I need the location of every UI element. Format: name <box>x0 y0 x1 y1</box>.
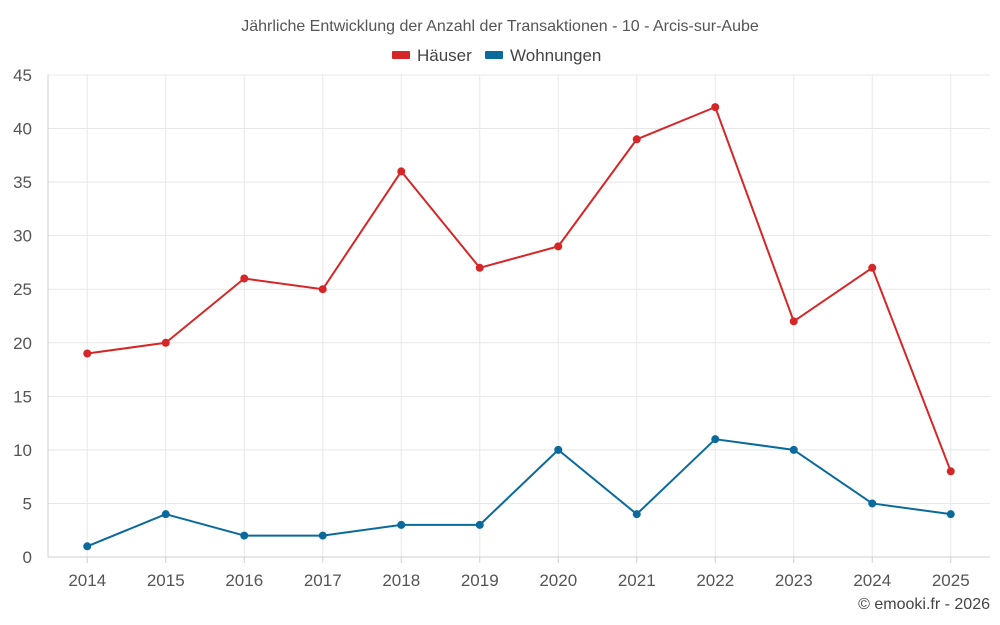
data-point-haeuser[interactable] <box>83 349 92 358</box>
data-point-wohnungen[interactable] <box>946 510 955 519</box>
x-tick-label: 2017 <box>304 571 342 590</box>
series-line-wohnungen <box>86 438 951 548</box>
x-tick-label: 2021 <box>618 571 656 590</box>
x-tick-label: 2023 <box>775 571 813 590</box>
legend-item-haeuser[interactable]: Häuser <box>392 46 472 65</box>
credit-text: © emooki.fr - 2026 <box>858 596 990 613</box>
data-point-haeuser[interactable] <box>161 338 170 347</box>
data-point-wohnungen[interactable] <box>83 542 92 551</box>
data-point-haeuser[interactable] <box>318 285 327 294</box>
y-tick-label: 0 <box>23 548 32 567</box>
data-point-haeuser[interactable] <box>868 263 877 272</box>
data-point-haeuser[interactable] <box>632 135 641 144</box>
x-tick-label: 2025 <box>932 571 970 590</box>
data-point-haeuser[interactable] <box>475 263 484 272</box>
data-point-haeuser[interactable] <box>789 317 798 326</box>
data-point-wohnungen[interactable] <box>475 520 484 529</box>
legend: Häuser Wohnungen <box>392 46 601 65</box>
grid <box>48 74 990 557</box>
x-tick-label: 2019 <box>461 571 499 590</box>
data-point-wohnungen[interactable] <box>318 531 327 540</box>
series-line-haeuser <box>87 106 952 472</box>
y-tick-label: 45 <box>13 66 32 85</box>
x-tick-label: 2015 <box>147 571 185 590</box>
y-tick-label: 40 <box>13 120 32 139</box>
data-point-wohnungen[interactable] <box>240 531 249 540</box>
y-tick-label: 10 <box>13 441 32 460</box>
data-point-haeuser[interactable] <box>554 242 563 251</box>
data-point-wohnungen[interactable] <box>397 520 406 529</box>
data-point-wohnungen[interactable] <box>868 499 877 508</box>
x-tick-label: 2024 <box>853 571 891 590</box>
data-point-wohnungen[interactable] <box>161 510 170 519</box>
legend-item-wohnungen[interactable]: Wohnungen <box>485 46 601 65</box>
series <box>83 103 955 551</box>
legend-swatch-haeuser <box>392 51 410 59</box>
x-tick-label: 2022 <box>696 571 734 590</box>
chart-title: Jährliche Entwicklung der Anzahl der Tra… <box>241 18 759 35</box>
data-point-haeuser[interactable] <box>397 167 406 176</box>
y-tick-label: 30 <box>13 227 32 246</box>
series-haeuser <box>83 103 955 476</box>
data-point-haeuser[interactable] <box>946 467 955 476</box>
data-point-wohnungen[interactable] <box>632 510 641 519</box>
legend-swatch-wohnungen <box>485 51 503 59</box>
legend-label-wohnungen: Wohnungen <box>510 46 601 65</box>
data-point-wohnungen[interactable] <box>711 435 720 444</box>
y-tick-label: 20 <box>13 334 32 353</box>
y-tick-label: 35 <box>13 173 32 192</box>
y-tick-label: 25 <box>13 280 32 299</box>
data-point-wohnungen[interactable] <box>554 445 563 454</box>
data-point-haeuser[interactable] <box>711 103 720 112</box>
x-tick-label: 2020 <box>539 571 577 590</box>
data-point-wohnungen[interactable] <box>789 445 798 454</box>
x-tick-label: 2014 <box>68 571 106 590</box>
x-tick-label: 2018 <box>382 571 420 590</box>
x-tick-label: 2016 <box>225 571 263 590</box>
y-tick-label: 15 <box>13 387 32 406</box>
y-tick-label: 5 <box>23 494 32 513</box>
legend-label-haeuser: Häuser <box>417 46 472 65</box>
data-point-haeuser[interactable] <box>240 274 249 283</box>
series-wohnungen <box>83 435 955 551</box>
